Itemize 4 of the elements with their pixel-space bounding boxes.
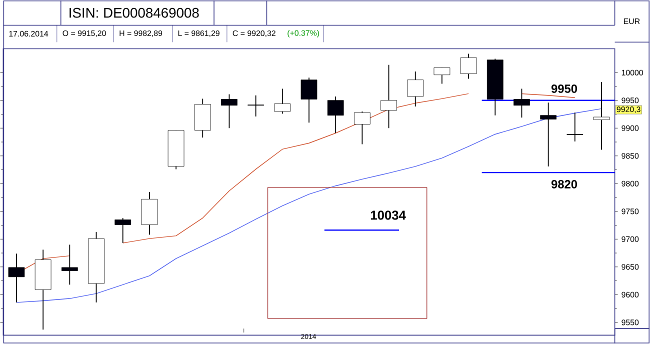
- annotation: 10034: [370, 210, 406, 220]
- chart-title: ISIN: DE0008469008: [70, 8, 199, 18]
- ref-line-label: 9950: [551, 84, 578, 93]
- ref-line-label: 9820: [551, 180, 578, 188]
